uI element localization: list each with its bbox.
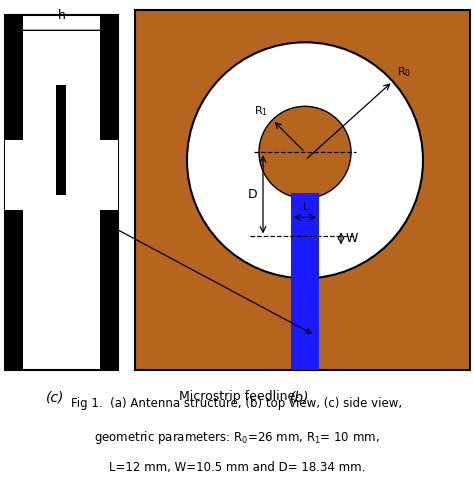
Text: Microstrip feedline: Microstrip feedline <box>179 390 295 403</box>
Bar <box>5 141 23 210</box>
Text: R$_0$: R$_0$ <box>397 65 411 80</box>
Bar <box>291 231 319 370</box>
Bar <box>100 15 118 370</box>
Bar <box>291 193 319 231</box>
Text: Fig 1.  (a) Antenna structure, (b) top view, (c) side view,: Fig 1. (a) Antenna structure, (b) top vi… <box>72 397 402 410</box>
Text: L: L <box>303 203 309 212</box>
Bar <box>5 15 23 370</box>
Bar <box>100 141 118 210</box>
Circle shape <box>259 106 351 198</box>
Text: h: h <box>57 9 65 22</box>
Text: L=12 mm, W=10.5 mm and D= 18.34 mm.: L=12 mm, W=10.5 mm and D= 18.34 mm. <box>109 461 365 474</box>
Text: (b): (b) <box>290 390 310 405</box>
Circle shape <box>187 42 423 278</box>
Bar <box>56 85 66 195</box>
Text: D: D <box>247 188 257 201</box>
Text: (c): (c) <box>46 390 64 405</box>
Text: geometric parameters: R$_0$=26 mm, R$_1$= 10 mm,: geometric parameters: R$_0$=26 mm, R$_1$… <box>94 429 380 446</box>
Bar <box>135 10 470 370</box>
Text: R$_1$: R$_1$ <box>255 104 268 118</box>
Bar <box>5 15 118 370</box>
Text: W: W <box>346 232 358 245</box>
